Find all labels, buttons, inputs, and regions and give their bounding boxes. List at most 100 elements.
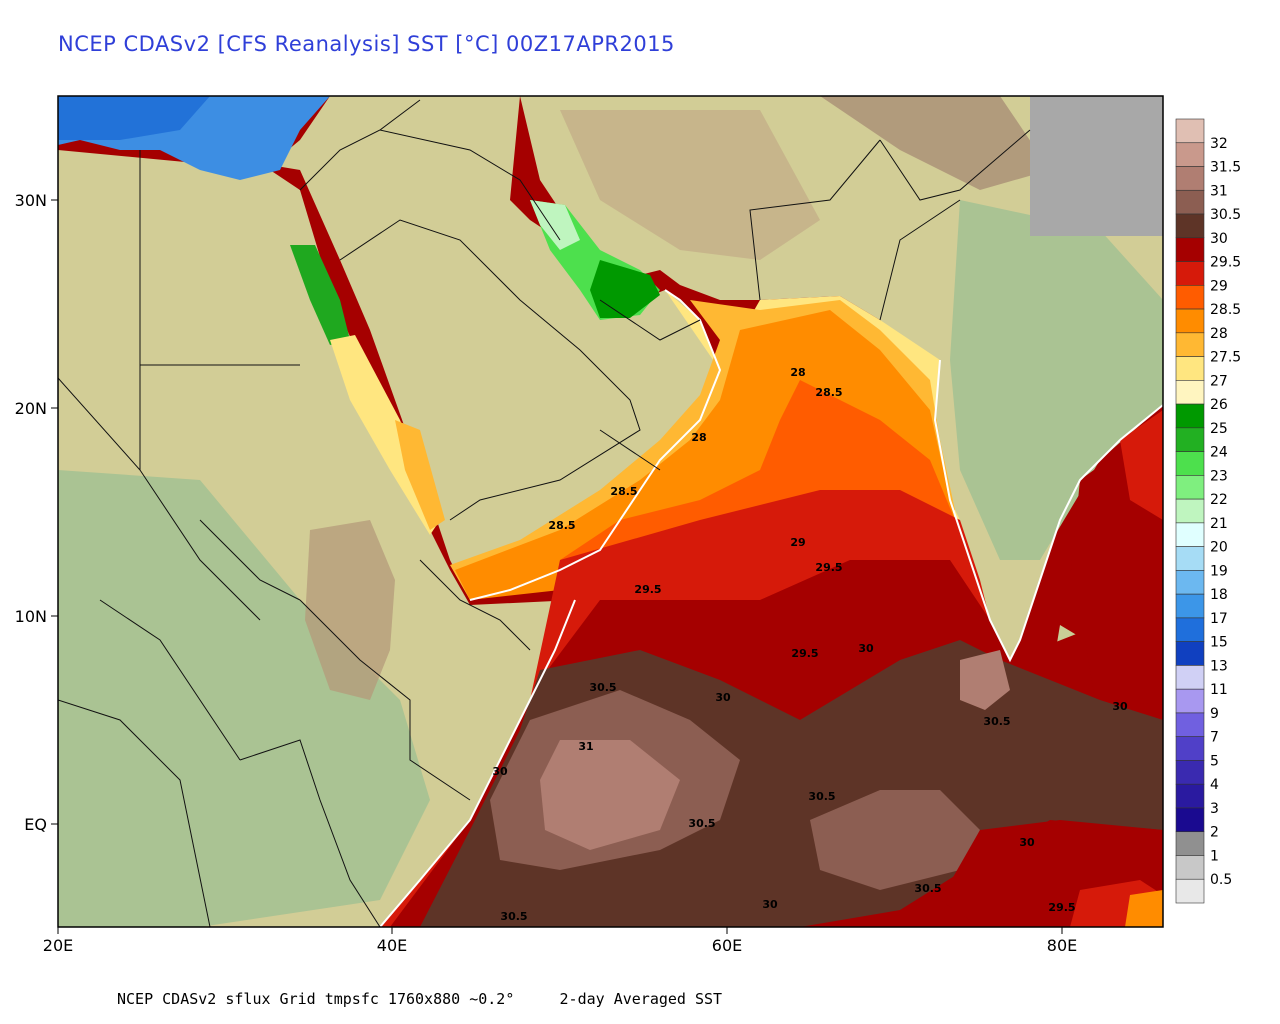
colorbar-label: 19 (1210, 563, 1228, 579)
y-axis: 30N 20N 10N EQ (15, 191, 58, 834)
country-borders (58, 99, 1031, 927)
colorbar-label: 27.5 (1210, 350, 1241, 366)
contour-label: 30 (762, 898, 778, 911)
footer-description: 2-day Averaged SST (559, 990, 723, 1008)
colorbar-label: 26 (1210, 397, 1228, 413)
mountains-iran (560, 110, 820, 260)
y-tick-label: EQ (24, 815, 47, 834)
contour-label: 30.5 (688, 817, 715, 830)
colorbar-label: 30 (1210, 231, 1228, 247)
colorbar-box (1175, 760, 1205, 785)
contour-label: 28.5 (610, 485, 637, 498)
sst-31-band-east (810, 790, 980, 890)
colorbar-box (1175, 641, 1205, 666)
sst-31.5-band (540, 740, 680, 850)
contour-label: 30 (715, 691, 731, 704)
colorbar-label: 25 (1210, 421, 1228, 437)
sea-red-north (290, 245, 350, 345)
colorbar-box (1175, 403, 1205, 429)
colorbar-box (1175, 736, 1205, 761)
colorbar-box (1175, 308, 1205, 334)
x-tick-label: 20E (43, 936, 73, 955)
colorbar-box (1175, 617, 1205, 642)
colorbar-label: 3 (1210, 801, 1219, 817)
contour-label: 28.5 (548, 519, 575, 532)
colorbar-box (1175, 356, 1205, 381)
colorbar-label: 23 (1210, 468, 1228, 484)
colorbar-box (1175, 712, 1205, 737)
y-tick-label: 20N (15, 399, 47, 418)
footer-source: NCEP CDASv2 sflux Grid tmpsfc 1760x880 ~… (117, 990, 515, 1008)
x-tick-label: 60E (712, 936, 742, 955)
colorbar-label: 4 (1210, 777, 1219, 793)
colorbar-box (1175, 261, 1205, 286)
colorbar-box (1175, 855, 1205, 880)
colorbar-label: 17 (1210, 611, 1228, 627)
colorbar-label: 21 (1210, 516, 1228, 532)
contour-label: 28 (790, 366, 805, 379)
colorbar-box (1175, 237, 1205, 262)
sea-persian-gulf-north (530, 200, 580, 250)
colorbar: 3231.53130.53029.52928.52827.52726252423… (1175, 118, 1241, 904)
contour-label: 30 (858, 642, 874, 655)
sst-31.5-maldives (960, 650, 1010, 710)
contour-label: 30 (492, 765, 508, 778)
colorbar-box (1175, 285, 1205, 310)
colorbar-label: 5 (1210, 753, 1219, 769)
colorbar-label: 13 (1210, 658, 1228, 674)
sea-red-center (395, 420, 445, 530)
coastline (379, 289, 1163, 927)
map-field (58, 96, 1163, 927)
contour-label: 31 (578, 740, 593, 753)
colorbar-label: 22 (1210, 492, 1228, 508)
x-axis: 20E 40E 60E 80E (43, 927, 1077, 955)
colorbar-box (1175, 189, 1205, 215)
colorbar-label: 2 (1210, 825, 1219, 841)
colorbar-label: 7 (1210, 730, 1219, 746)
mountains-ethiopia (305, 520, 395, 700)
land-green-east-africa (58, 470, 430, 927)
sst-29.5-bay (1120, 410, 1163, 520)
colorbar-box (1175, 570, 1205, 595)
colorbar-label: 11 (1210, 682, 1228, 698)
colorbar-box (1175, 380, 1205, 405)
colorbar-label: 32 (1210, 136, 1228, 152)
colorbar-label: 28 (1210, 326, 1228, 342)
land-green-india (950, 200, 1163, 560)
colorbar-box (1175, 665, 1205, 690)
colorbar-label: 1 (1210, 848, 1219, 864)
sst-29-south-corner (1125, 890, 1163, 927)
colorbar-label: 15 (1210, 635, 1228, 651)
contour-label: 30.5 (983, 715, 1010, 728)
colorbar-box (1175, 427, 1205, 452)
colorbar-box (1175, 166, 1205, 191)
colorbar-label: 27 (1210, 373, 1228, 389)
contour-label: 28 (691, 431, 706, 444)
colorbar-label: 31 (1210, 183, 1228, 199)
colorbar-box (1175, 878, 1205, 904)
colorbar-box (1175, 451, 1205, 476)
colorbar-box (1175, 213, 1205, 239)
colorbar-label: 18 (1210, 587, 1228, 603)
colorbar-label: 24 (1210, 445, 1228, 461)
colorbar-label: 29 (1210, 278, 1228, 294)
contour-label: 29 (790, 536, 805, 549)
sea-mediterranean-west (58, 96, 210, 140)
colorbar-label: 0.5 (1210, 872, 1232, 888)
map-title: NCEP CDASv2 [CFS Reanalysis] SST [°C] 00… (58, 32, 675, 56)
colorbar-box (1175, 688, 1205, 714)
contour-label: 29.5 (1048, 901, 1075, 914)
mountains-himalaya (820, 96, 1050, 190)
colorbar-box (1175, 522, 1205, 547)
colorbar-label: 20 (1210, 540, 1228, 556)
x-tick-label: 80E (1047, 936, 1077, 955)
contour-labels: 28 28.5 28 28.5 28.5 29 29.5 29.5 29.5 3… (492, 366, 1128, 923)
y-tick-label: 30N (15, 191, 47, 210)
colorbar-label: 29.5 (1210, 255, 1241, 271)
contour-label: 29.5 (634, 583, 661, 596)
colorbar-box (1175, 831, 1205, 856)
footer-caption: NCEP CDASv2 sflux Grid tmpsfc 1760x880 ~… (117, 990, 722, 1008)
colorbar-box (1175, 783, 1205, 809)
colorbar-label: 31.5 (1210, 160, 1241, 176)
